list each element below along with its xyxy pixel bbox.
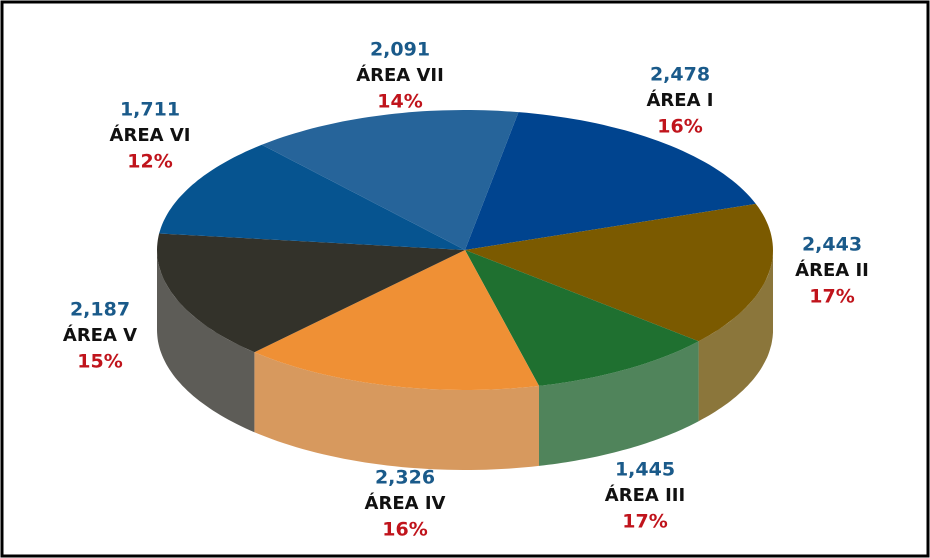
pie-sides: [157, 250, 773, 470]
value-label: 1,445: [615, 459, 675, 481]
value-label: 2,478: [650, 64, 710, 86]
pie-tops: [157, 110, 773, 390]
pie-slice: [261, 110, 519, 250]
percent-label: 16%: [657, 116, 702, 138]
pie-side: [698, 250, 773, 422]
pie-side: [254, 352, 539, 470]
category-label: ÁREA III: [605, 484, 685, 506]
category-label: ÁREA V: [63, 324, 137, 346]
category-label: ÁREA II: [795, 259, 869, 281]
pie-slice: [157, 233, 465, 353]
pie-slice: [465, 250, 699, 386]
category-label: ÁREA I: [647, 89, 714, 111]
category-label: ÁREA VII: [356, 64, 444, 86]
value-label: 2,091: [370, 39, 430, 61]
pie-slice: [254, 250, 539, 390]
percent-label: 16%: [382, 519, 427, 541]
category-label: ÁREA VI: [110, 124, 191, 146]
value-label: 2,443: [802, 234, 862, 256]
value-label: 2,326: [375, 467, 435, 489]
pie-slice: [159, 144, 465, 250]
pie-slice: [465, 203, 773, 342]
pie-side: [539, 341, 699, 466]
percent-label: 15%: [77, 351, 122, 373]
percent-label: 17%: [809, 286, 854, 308]
pie-slice: [465, 112, 756, 250]
percent-label: 12%: [127, 151, 172, 173]
percent-label: 17%: [622, 511, 667, 533]
pie-side: [157, 250, 255, 433]
category-label: ÁREA IV: [365, 492, 446, 514]
labels: 2,478 ÁREA I 16% 2,443 ÁREA II 17% 1,445 ÁREA I…: [63, 39, 869, 541]
value-label: 1,711: [120, 99, 180, 121]
value-label: 2,187: [70, 299, 130, 321]
percent-label: 14%: [377, 91, 422, 113]
